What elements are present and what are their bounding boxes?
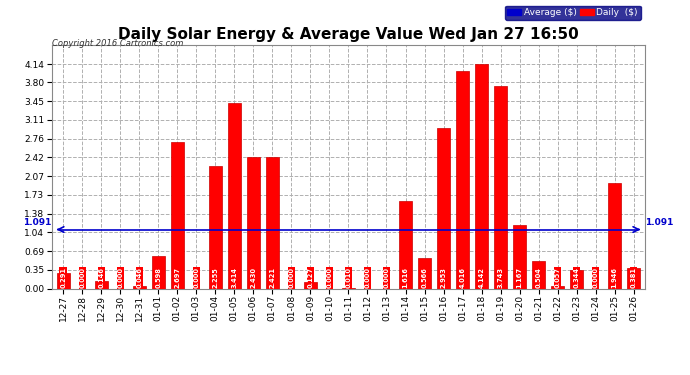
Bar <box>304 282 317 289</box>
Bar <box>208 166 222 289</box>
Text: 0.566: 0.566 <box>422 268 428 288</box>
Bar <box>266 158 279 289</box>
Text: 0.344: 0.344 <box>573 267 580 288</box>
Text: 0.598: 0.598 <box>155 268 161 288</box>
Bar <box>494 86 507 289</box>
Text: 1.616: 1.616 <box>402 267 408 288</box>
Title: Daily Solar Energy & Average Value Wed Jan 27 16:50: Daily Solar Energy & Average Value Wed J… <box>118 27 579 42</box>
Text: 2.421: 2.421 <box>269 267 275 288</box>
Text: 0.000: 0.000 <box>79 267 85 288</box>
Text: 1.167: 1.167 <box>517 267 522 288</box>
Text: 0.000: 0.000 <box>288 267 295 288</box>
Text: 2.953: 2.953 <box>440 268 446 288</box>
Text: 0.000: 0.000 <box>193 267 199 288</box>
Text: 3.414: 3.414 <box>231 267 237 288</box>
Text: 0.046: 0.046 <box>136 267 142 288</box>
Text: 0.291: 0.291 <box>60 267 66 288</box>
Bar <box>418 258 431 289</box>
Text: 0.146: 0.146 <box>98 267 104 288</box>
Text: 0.000: 0.000 <box>117 267 124 288</box>
Text: 0.000: 0.000 <box>364 267 371 288</box>
Text: 2.697: 2.697 <box>175 267 180 288</box>
Bar <box>170 142 184 289</box>
Legend: Average ($), Daily  ($): Average ($), Daily ($) <box>504 6 640 20</box>
Bar <box>456 71 469 289</box>
Text: 2.255: 2.255 <box>213 268 218 288</box>
Text: 0.000: 0.000 <box>593 267 599 288</box>
Bar <box>399 201 412 289</box>
Text: 3.743: 3.743 <box>497 267 504 288</box>
Bar <box>132 286 146 289</box>
Bar <box>532 261 545 289</box>
Bar <box>608 183 622 289</box>
Bar <box>57 273 70 289</box>
Bar <box>513 225 526 289</box>
Bar <box>95 281 108 289</box>
Text: 0.504: 0.504 <box>535 268 542 288</box>
Text: 1.091: 1.091 <box>645 218 673 227</box>
Text: 0.057: 0.057 <box>555 268 561 288</box>
Bar <box>152 256 165 289</box>
Text: 1.091: 1.091 <box>23 218 52 227</box>
Bar <box>228 104 241 289</box>
Bar <box>627 268 640 289</box>
Text: 4.142: 4.142 <box>479 267 484 288</box>
Text: 1.946: 1.946 <box>612 267 618 288</box>
Text: 0.127: 0.127 <box>308 267 313 288</box>
Text: Copyright 2016 Cartronics.com: Copyright 2016 Cartronics.com <box>52 39 183 48</box>
Bar <box>342 288 355 289</box>
Text: 0.381: 0.381 <box>631 267 637 288</box>
Bar <box>437 129 450 289</box>
Text: 0.010: 0.010 <box>346 267 351 288</box>
Text: 0.000: 0.000 <box>384 267 389 288</box>
Text: 0.000: 0.000 <box>326 267 333 288</box>
Bar <box>247 157 260 289</box>
Bar <box>570 270 583 289</box>
Text: 2.430: 2.430 <box>250 267 257 288</box>
Bar <box>475 64 489 289</box>
Text: 4.016: 4.016 <box>460 267 466 288</box>
Bar <box>551 286 564 289</box>
